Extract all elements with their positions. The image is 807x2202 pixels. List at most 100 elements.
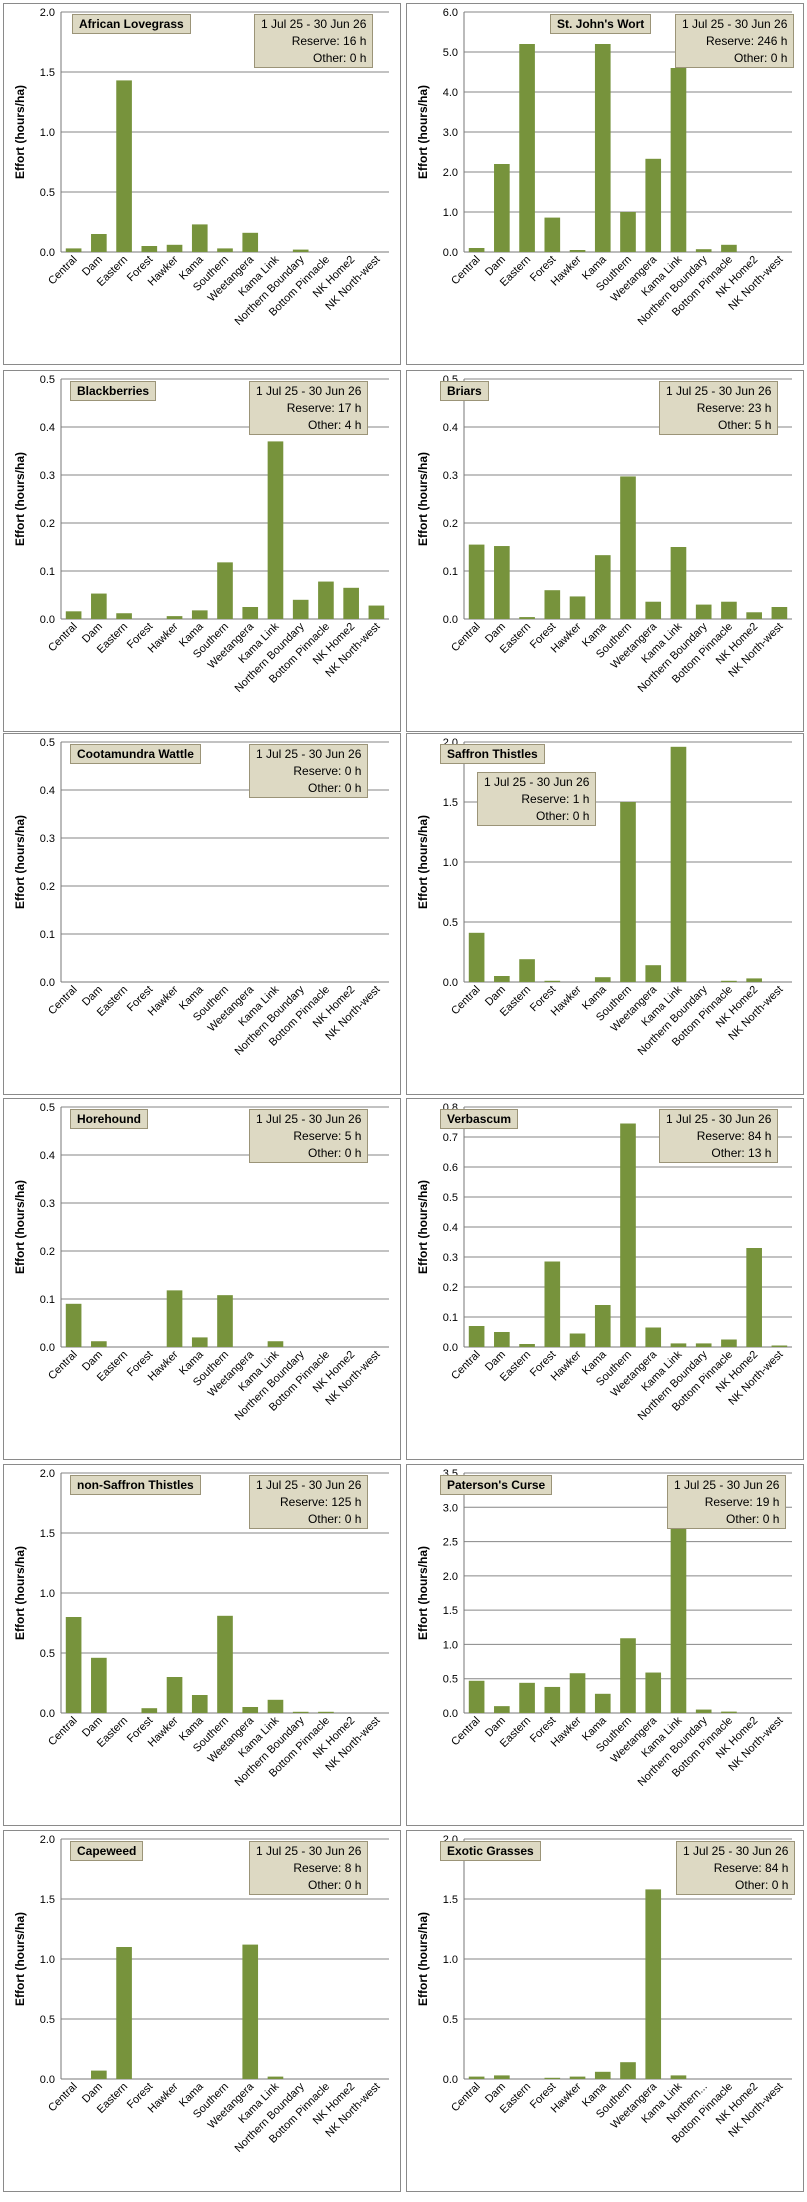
y-tick-label: 0.0: [40, 1708, 55, 1720]
chart-title: Verbascum: [440, 1109, 519, 1129]
chart-panel: 0.0 0.5 1.0 1.5 2.0 2.5 3.0 3.5 Central Dam Easter…: [406, 1464, 804, 1826]
bar: [645, 158, 662, 252]
y-axis-label: Effort (hours/ha): [416, 1912, 430, 2006]
chart-title: Horehound: [70, 1109, 148, 1129]
bar: [645, 965, 662, 982]
other-hours: Other: 0 h: [308, 781, 362, 795]
y-tick-label: 4.0: [443, 87, 458, 99]
bar: [91, 1341, 107, 1347]
bar: [721, 1711, 737, 1713]
bar: [721, 601, 737, 619]
bar: [468, 248, 485, 252]
bar: [771, 607, 788, 619]
y-tick-label: 1.5: [40, 67, 55, 79]
bar: [65, 611, 82, 619]
period-label: 1 Jul 25 - 30 Jun 26: [683, 1844, 789, 1858]
y-axis-label: Effort (hours/ha): [13, 1912, 27, 2006]
y-axis-label: Effort (hours/ha): [416, 85, 430, 179]
other-hours: Other: 0 h: [308, 1146, 362, 1160]
other-hours: Other: 5 h: [718, 418, 772, 432]
period-info-box: 1 Jul 25 - 30 Jun 26 Reserve: 84 h Other: …: [659, 1109, 779, 1163]
period-label: 1 Jul 25 - 30 Jun 26: [256, 384, 362, 398]
bar: [91, 2070, 107, 2079]
y-axis-label: Effort (hours/ha): [13, 815, 27, 909]
reserve-hours: Reserve: 17 h: [286, 401, 362, 415]
y-tick-label: 0.0: [40, 1342, 55, 1354]
chart-title: Briars: [440, 381, 489, 401]
chart-panel: 0.0 0.1 0.2 0.3 0.4 0.5 Central Dam Eastern Fores…: [3, 370, 401, 732]
y-tick-label: 0.4: [443, 422, 458, 434]
chart-title: Capeweed: [70, 1841, 144, 1861]
chart-title: Cootamundra Wattle: [70, 744, 201, 764]
y-tick-label: 0.0: [40, 247, 55, 259]
bar: [468, 1680, 485, 1713]
bar: [91, 1657, 107, 1713]
bar: [569, 2076, 586, 2079]
y-tick-label: 1.5: [443, 1894, 458, 1906]
other-hours: Other: 13 h: [711, 1146, 772, 1160]
y-tick-label: 0.3: [443, 470, 458, 482]
y-tick-label: 0.5: [443, 917, 458, 929]
bar: [721, 244, 737, 252]
y-axis-label: Effort (hours/ha): [13, 1546, 27, 1640]
y-tick-label: 0.4: [40, 1150, 55, 1162]
bar: [746, 978, 762, 982]
chart-panel: 0.0 0.5 1.0 1.5 2.0 Central Dam Eastern Forest Ha…: [3, 1830, 401, 2192]
bar: [494, 164, 510, 252]
y-tick-label: 0.1: [443, 1312, 458, 1324]
chart-title: African Lovegrass: [72, 14, 191, 34]
bar: [721, 1339, 737, 1347]
y-axis-label: Effort (hours/ha): [13, 85, 27, 179]
chart-panel: 0.0 0.1 0.2 0.3 0.4 0.5 Central Dam Eastern Fores…: [3, 1098, 401, 1460]
bar: [670, 547, 687, 619]
bar: [594, 44, 611, 252]
bar: [519, 617, 535, 619]
y-tick-label: 2.0: [40, 7, 55, 19]
bar: [116, 80, 132, 253]
other-hours: Other: 0 h: [726, 1512, 780, 1526]
period-label: 1 Jul 25 - 30 Jun 26: [666, 384, 772, 398]
bar: [620, 1638, 636, 1713]
reserve-hours: Reserve: 23 h: [696, 401, 772, 415]
y-tick-label: 0.3: [40, 470, 55, 482]
bar: [65, 1303, 82, 1347]
bar: [721, 980, 737, 982]
y-tick-label: 1.0: [40, 1954, 55, 1966]
y-axis-label: Effort (hours/ha): [13, 1180, 27, 1274]
y-axis-label: Effort (hours/ha): [13, 452, 27, 546]
period-info-box: 1 Jul 25 - 30 Jun 26 Reserve: 19 h Other: …: [667, 1475, 787, 1529]
y-tick-label: 3.0: [443, 127, 458, 139]
period-label: 1 Jul 25 - 30 Jun 26: [256, 1844, 362, 1858]
bar: [217, 562, 233, 619]
bar: [670, 1343, 687, 1347]
y-tick-label: 2.0: [443, 1571, 458, 1583]
chart-title: Saffron Thistles: [440, 744, 545, 764]
bar: [494, 1706, 510, 1713]
bar: [468, 544, 485, 619]
bar: [292, 599, 309, 619]
chart-title: Exotic Grasses: [440, 1841, 541, 1861]
bar: [519, 1682, 535, 1713]
bar: [292, 1711, 309, 1713]
y-axis-label: Effort (hours/ha): [416, 452, 430, 546]
bar: [267, 1341, 284, 1347]
reserve-hours: Reserve: 246 h: [706, 34, 788, 48]
chart-title: Paterson's Curse: [440, 1475, 553, 1495]
chart-panel: 0.0 0.5 1.0 1.5 2.0 Central Dam Eastern Forest Ha…: [406, 1830, 804, 2192]
y-tick-label: 0.2: [40, 881, 55, 893]
y-tick-label: 0.0: [443, 977, 458, 989]
y-tick-label: 0.5: [40, 1102, 55, 1114]
bar: [318, 581, 334, 619]
y-tick-label: 0.2: [40, 518, 55, 530]
y-tick-label: 0.0: [443, 2074, 458, 2086]
bar: [343, 587, 359, 619]
y-tick-label: 0.1: [40, 1294, 55, 1306]
bar: [494, 2075, 510, 2079]
bar: [166, 616, 183, 619]
bar: [267, 1699, 284, 1713]
period-info-box: 1 Jul 25 - 30 Jun 26 Reserve: 5 h Other: 0…: [249, 1109, 369, 1163]
